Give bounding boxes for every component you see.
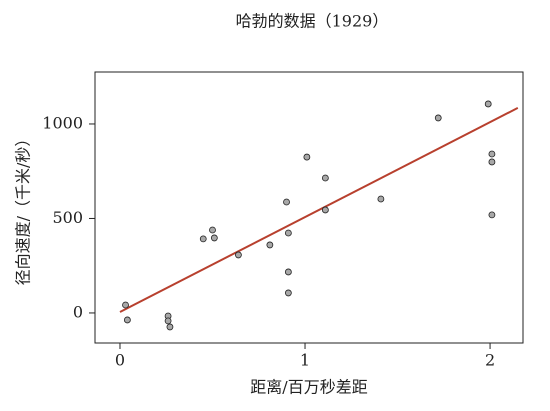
point (283, 198, 290, 206)
point (123, 316, 131, 324)
point (209, 226, 216, 234)
x-tick-label: 0 (115, 351, 125, 370)
point (488, 211, 496, 219)
point (434, 114, 442, 122)
y-tick-label: 1000 (42, 113, 83, 132)
point (377, 195, 385, 203)
point (266, 241, 274, 249)
y-axis-label: 径向速度/（千米/秒） (14, 131, 33, 286)
point (164, 317, 172, 325)
point (199, 235, 207, 243)
point (235, 251, 242, 259)
point (284, 268, 292, 276)
point (284, 229, 292, 237)
x-tick-label: 2 (485, 351, 495, 370)
point (303, 153, 311, 161)
x-tick-label: 1 (300, 351, 310, 370)
fit-line (119, 107, 519, 313)
plot-frame (94, 71, 524, 344)
point (321, 206, 329, 214)
chart-title: 哈勃的数据（1929） (236, 12, 389, 31)
point (321, 174, 329, 182)
point (488, 158, 496, 166)
point (488, 150, 496, 158)
point (166, 323, 174, 331)
point (284, 289, 292, 297)
y-tick-label: 0 (73, 302, 83, 321)
point (122, 301, 129, 309)
y-tick-label: 500 (52, 208, 83, 227)
point (484, 100, 492, 108)
x-axis-label: 距离/百万秒差距 (250, 378, 367, 397)
point (210, 234, 218, 242)
